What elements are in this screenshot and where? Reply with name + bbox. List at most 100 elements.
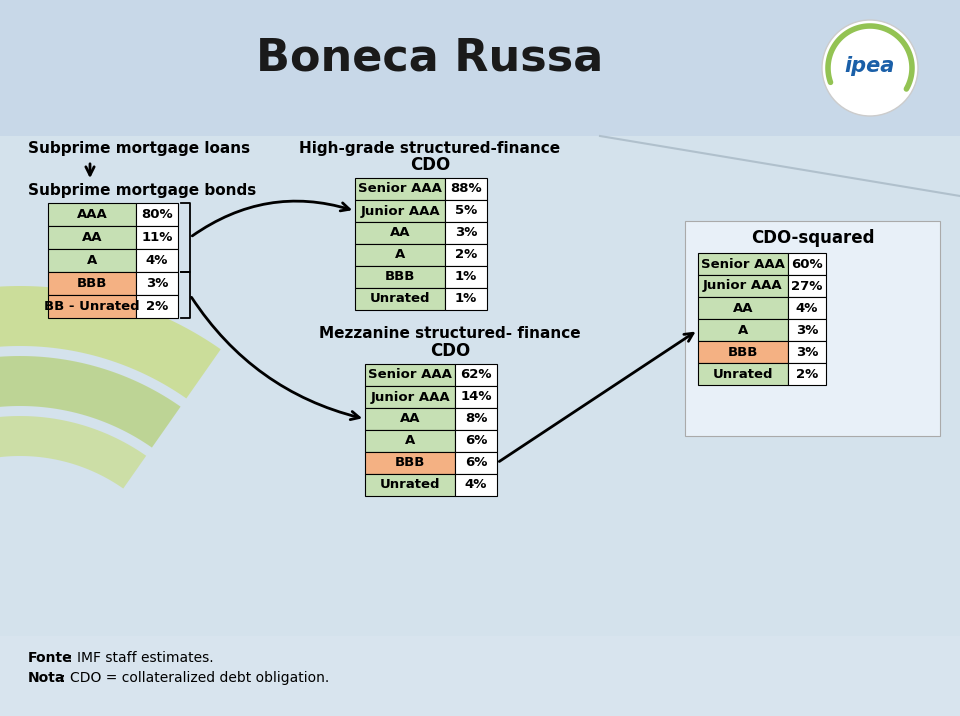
Text: 6%: 6% xyxy=(465,457,487,470)
Bar xyxy=(788,253,826,275)
Circle shape xyxy=(834,32,906,104)
Bar xyxy=(445,200,487,222)
Text: Subprime mortgage bonds: Subprime mortgage bonds xyxy=(28,183,256,198)
Bar xyxy=(698,341,788,363)
Text: AAA: AAA xyxy=(77,208,108,221)
Text: Senior AAA: Senior AAA xyxy=(701,258,785,271)
Bar xyxy=(698,297,788,319)
Text: ipea: ipea xyxy=(845,56,895,76)
Bar xyxy=(365,474,455,496)
Text: A: A xyxy=(86,254,97,267)
Text: BBB: BBB xyxy=(385,271,415,284)
Bar xyxy=(355,200,445,222)
Text: 3%: 3% xyxy=(455,226,477,239)
Text: Junior AAA: Junior AAA xyxy=(703,279,782,293)
Bar xyxy=(355,222,445,244)
Text: CDO: CDO xyxy=(410,156,450,174)
Bar xyxy=(455,386,497,408)
Bar xyxy=(355,288,445,310)
Text: : IMF staff estimates.: : IMF staff estimates. xyxy=(68,651,214,665)
Bar xyxy=(0,636,960,716)
Text: 2%: 2% xyxy=(796,367,818,380)
Text: 11%: 11% xyxy=(141,231,173,244)
Text: Unrated: Unrated xyxy=(380,478,441,491)
Bar xyxy=(48,295,136,318)
Bar xyxy=(48,203,136,226)
Circle shape xyxy=(822,20,918,116)
Bar xyxy=(788,297,826,319)
Bar xyxy=(48,272,136,295)
Text: Nota: Nota xyxy=(28,671,65,685)
Text: 3%: 3% xyxy=(146,277,168,290)
Bar xyxy=(355,244,445,266)
Bar xyxy=(136,249,178,272)
Text: 4%: 4% xyxy=(146,254,168,267)
Text: CDO: CDO xyxy=(430,342,470,360)
Text: 88%: 88% xyxy=(450,183,482,195)
Text: 4%: 4% xyxy=(796,301,818,314)
Bar xyxy=(445,244,487,266)
Text: 62%: 62% xyxy=(460,369,492,382)
Bar xyxy=(365,430,455,452)
Bar xyxy=(365,408,455,430)
Bar xyxy=(455,364,497,386)
Bar xyxy=(136,226,178,249)
Text: High-grade structured-finance: High-grade structured-finance xyxy=(300,140,561,155)
Text: 80%: 80% xyxy=(141,208,173,221)
Text: Junior AAA: Junior AAA xyxy=(371,390,450,404)
Text: AA: AA xyxy=(399,412,420,425)
Polygon shape xyxy=(0,286,221,667)
Text: 2%: 2% xyxy=(146,300,168,313)
Bar xyxy=(355,178,445,200)
Text: Unrated: Unrated xyxy=(712,367,773,380)
Text: CDO-squared: CDO-squared xyxy=(751,229,875,247)
Text: BBB: BBB xyxy=(395,457,425,470)
Bar xyxy=(0,136,960,636)
Text: BBB: BBB xyxy=(77,277,108,290)
Bar xyxy=(455,474,497,496)
Text: 6%: 6% xyxy=(465,435,487,448)
Polygon shape xyxy=(0,356,180,660)
Text: 5%: 5% xyxy=(455,205,477,218)
Bar xyxy=(788,319,826,341)
Bar xyxy=(445,178,487,200)
Text: Unrated: Unrated xyxy=(370,293,430,306)
Text: 60%: 60% xyxy=(791,258,823,271)
Text: Subprime mortgage loans: Subprime mortgage loans xyxy=(28,142,251,157)
Text: AA: AA xyxy=(82,231,103,244)
Text: 14%: 14% xyxy=(460,390,492,404)
Text: Junior AAA: Junior AAA xyxy=(360,205,440,218)
Text: 1%: 1% xyxy=(455,293,477,306)
Text: AA: AA xyxy=(732,301,754,314)
Bar xyxy=(455,408,497,430)
Text: Senior AAA: Senior AAA xyxy=(368,369,452,382)
Text: 2%: 2% xyxy=(455,248,477,261)
Polygon shape xyxy=(0,416,146,655)
Text: BB - Unrated: BB - Unrated xyxy=(44,300,140,313)
Bar xyxy=(698,275,788,297)
Bar xyxy=(136,203,178,226)
Text: Senior AAA: Senior AAA xyxy=(358,183,442,195)
Text: A: A xyxy=(395,248,405,261)
Bar xyxy=(445,288,487,310)
Bar xyxy=(788,341,826,363)
Bar xyxy=(698,253,788,275)
Bar xyxy=(788,275,826,297)
Text: AA: AA xyxy=(390,226,410,239)
Bar xyxy=(0,0,960,136)
Bar xyxy=(698,319,788,341)
Text: A: A xyxy=(405,435,415,448)
Text: : CDO = collateralized debt obligation.: : CDO = collateralized debt obligation. xyxy=(61,671,329,685)
Bar xyxy=(355,266,445,288)
Text: Mezzanine structured- finance: Mezzanine structured- finance xyxy=(319,326,581,342)
Bar xyxy=(365,386,455,408)
Bar xyxy=(788,363,826,385)
Bar xyxy=(455,430,497,452)
Bar xyxy=(136,295,178,318)
Text: 4%: 4% xyxy=(465,478,487,491)
Bar xyxy=(698,363,788,385)
Bar xyxy=(685,221,940,436)
Bar xyxy=(48,226,136,249)
Bar xyxy=(365,364,455,386)
Text: 3%: 3% xyxy=(796,324,818,337)
